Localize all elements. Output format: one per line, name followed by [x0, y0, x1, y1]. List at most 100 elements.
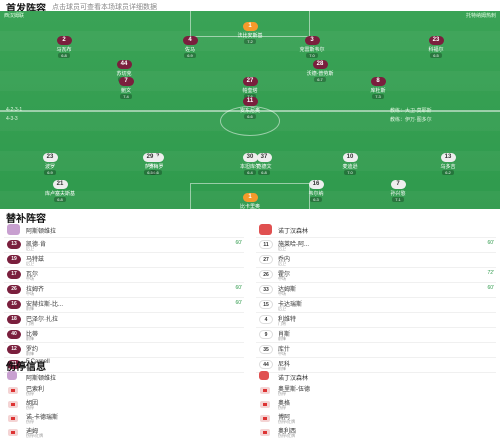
injury-status: 伤停: [278, 405, 286, 410]
home-injury-row[interactable]: 胡因 伤停: [4, 398, 244, 412]
away-sub-row[interactable]: 11 施莱哈-阿... 后卫 60': [256, 238, 496, 253]
home-injury-row[interactable]: 迪姆 伤停/红牌: [4, 426, 244, 440]
away-sub-row[interactable]: 33 达姆斯 中场 60': [256, 283, 496, 298]
sub-position: 后卫: [26, 261, 34, 266]
sub-number: 11: [259, 240, 273, 249]
home-sub-row[interactable]: 18 巴泽尔·扎拉 门将: [4, 313, 244, 328]
home-player[interactable]: 1 法比安斯基 7.2: [222, 22, 278, 45]
home-player[interactable]: 27 帕奎塔7.6: [222, 77, 278, 100]
injury-icon: [260, 401, 270, 408]
sub-minute: 60': [487, 285, 494, 291]
player-name: 本坦库尔: [239, 164, 260, 170]
home-player[interactable]: 11 安东尼奥 6.6: [222, 97, 278, 120]
home-player[interactable]: 8 库杜斯 7.3: [350, 77, 406, 100]
sub-number: 12: [7, 345, 21, 354]
player-name: 韦尔纳: [308, 191, 324, 197]
sub-number: 17: [7, 270, 21, 279]
player-name: 范德文: [256, 164, 272, 170]
player-rating: 7.4: [120, 94, 132, 99]
player-rating: 6.3: [310, 197, 322, 202]
home-player[interactable]: 2 马瓦布 6.8: [36, 36, 92, 59]
away-player[interactable]: 29 萨尔 6.5: [122, 153, 178, 176]
sub-name: 马特兹: [26, 257, 45, 263]
player-rating: 6.6: [244, 114, 256, 119]
injury-icon: [260, 429, 270, 436]
home-sub-row[interactable]: 26 拉姆齐 中场 60': [4, 283, 244, 298]
home-sub-row[interactable]: 13 凯德·肯 后卫 60': [4, 238, 244, 253]
sub-position: 前锋: [278, 366, 286, 371]
away-player[interactable]: 37 范德文 6.8: [236, 153, 292, 176]
player-number: 23: [428, 36, 444, 45]
lineup-title: 首发阵容: [6, 4, 46, 15]
home-player[interactable]: 7 鲍文 7.4: [98, 77, 154, 100]
player-name: 萨尔: [144, 164, 155, 170]
home-sub-row[interactable]: 31 F.Carnell 中场: [4, 358, 244, 373]
away-sub-row[interactable]: 44 尼科 前锋: [256, 358, 496, 373]
injured-player-name: 奥利西: [278, 429, 297, 435]
sub-name: 罗约: [26, 347, 39, 353]
home-injury-row[interactable]: 诺-卡德瑞斯 伤停: [4, 412, 244, 426]
away-crest-icon: [259, 371, 269, 380]
home-formation: 4-2-3-1: [6, 107, 23, 113]
player-name: 帕奎塔: [242, 88, 258, 94]
player-rating: 7.6: [244, 94, 256, 99]
injured-player-name: 博阿: [278, 415, 291, 421]
away-player[interactable]: 23 波罗 6.9: [22, 153, 78, 176]
injured-player-name: 奥里斯-伍德: [278, 387, 310, 393]
home-sub-row[interactable]: 19 马特兹 后卫: [4, 253, 244, 268]
sub-name: 霍尔: [278, 272, 291, 278]
away-player[interactable]: 30 本坦库尔 6.4: [222, 153, 278, 176]
home-injury-row[interactable]: 巴索利 伤停: [4, 384, 244, 398]
away-player[interactable]: 21 库卢塞夫斯基 6.8: [32, 180, 88, 203]
player-name: 沃德-普劳斯: [306, 71, 334, 77]
away-injury-row[interactable]: 奥里斯-伍德 伤停: [256, 384, 496, 398]
away-sub-row[interactable]: 9 肖斯 前锋: [256, 328, 496, 343]
sub-number: 9: [259, 330, 273, 339]
player-number: 27: [242, 77, 258, 86]
away-sub-row[interactable]: 15 卡达瑞斯 后卫: [256, 298, 496, 313]
player-name: 科福尔: [428, 47, 444, 53]
injury-icon: [260, 387, 270, 394]
injury-status: 伤停: [278, 391, 286, 396]
away-player[interactable]: 13 乌多吉 6.2: [420, 153, 476, 176]
away-sub-row[interactable]: 35 库什 中场: [256, 343, 496, 358]
injury-status: 伤停/红牌: [278, 433, 296, 438]
away-sub-row[interactable]: 4 利维特 门将: [256, 313, 496, 328]
away-player[interactable]: 7 孙兴慜 7.1: [370, 180, 426, 203]
home-sub-row[interactable]: 16 安赫拉斯-比... 前锋 60': [4, 298, 244, 313]
player-number: 1: [242, 193, 258, 202]
away-crest-icon: [259, 224, 272, 235]
away-sub-row[interactable]: 26 霍尔 中场 72': [256, 268, 496, 283]
home-sub-row[interactable]: 17 瓦尔 中场: [4, 268, 244, 283]
player-name: 法比安斯基: [237, 33, 263, 39]
injuries-title: 伤停信息: [6, 362, 46, 373]
player-rating: 6.2: [442, 170, 454, 175]
player-name: 安东尼奥: [239, 108, 260, 114]
player-number: 13: [440, 153, 456, 162]
away-injury-row[interactable]: 博阿 伤停/红牌: [256, 412, 496, 426]
away-injury-row[interactable]: 奥利西 伤停/红牌: [256, 426, 496, 440]
player-name: 罗梅罗: [148, 164, 164, 170]
home-player[interactable]: 4 佐马 6.9: [162, 36, 218, 59]
sub-number: 4: [259, 315, 273, 324]
away-injury-row[interactable]: 奥格 伤停: [256, 398, 496, 412]
home-sub-row[interactable]: 40 比蒂 前锋: [4, 328, 244, 343]
away-player[interactable]: 10 麦迪逊 7.0: [322, 153, 378, 176]
sub-name: 肖斯: [278, 332, 291, 338]
player-number: 1: [242, 22, 258, 31]
player-number: 29: [142, 153, 158, 162]
home-player[interactable]: 28 沃德-普劳斯 6.7: [292, 60, 348, 83]
home-subs-team: 阿斯顿维拉: [26, 229, 57, 235]
home-sub-row[interactable]: 12 罗约 前锋: [4, 343, 244, 358]
sub-position: 后卫: [278, 261, 286, 266]
away-subs-team: 诺丁汉森林: [278, 229, 309, 235]
away-injury-team: 诺丁汉森林: [278, 376, 309, 382]
away-player[interactable]: 1比卡里奥6.4: [222, 193, 278, 209]
away-player[interactable]: 16 韦尔纳 6.3: [288, 180, 344, 203]
home-player[interactable]: 23 科福尔 6.5: [408, 36, 464, 59]
away-sub-row[interactable]: 27 乔内 后卫: [256, 253, 496, 268]
player-rating: 6.4: [244, 170, 256, 175]
sub-number: 13: [7, 240, 21, 249]
home-player[interactable]: 3 克雷斯韦尔 7.0: [284, 36, 340, 59]
sub-number: 18: [7, 315, 21, 324]
